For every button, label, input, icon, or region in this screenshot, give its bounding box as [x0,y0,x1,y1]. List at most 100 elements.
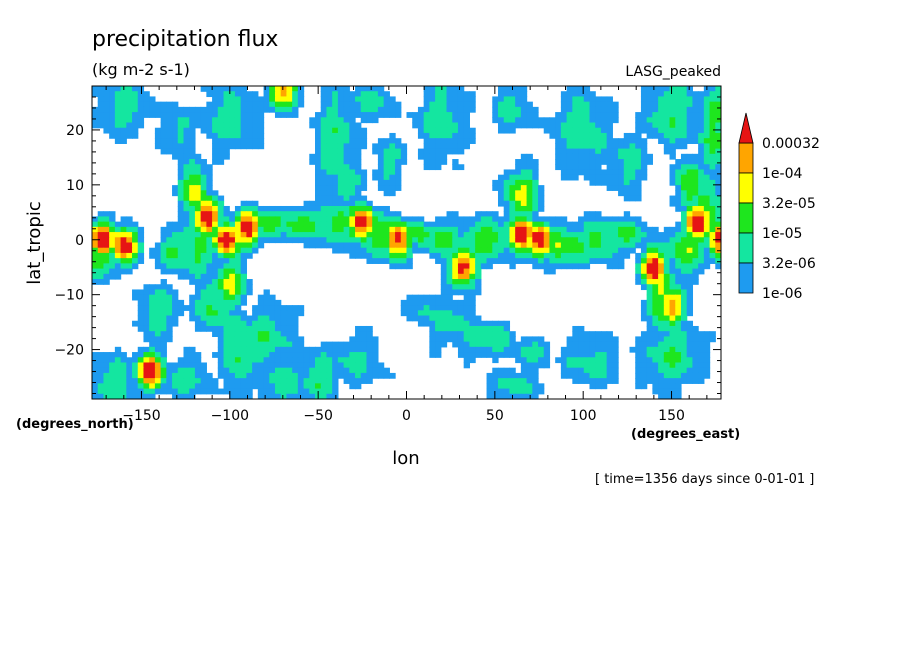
contour-cell [194,106,202,113]
contour-cell [143,352,150,358]
contour-cell [589,357,596,364]
contour-cell [366,247,373,254]
contour-cell [612,179,619,186]
dataset-label: LASG_peaked [625,64,721,80]
contour-cell [349,336,356,343]
contour-cell [189,153,196,160]
contour-cell [555,112,562,118]
contour-cell [366,378,373,384]
contour-cell [646,352,653,358]
contour-cell [383,112,390,118]
contour-cell [377,159,385,165]
contour-cell [326,205,333,212]
contour-cell [635,190,642,197]
contour-cell [583,117,591,124]
contour-cell [486,258,493,264]
contour-cell [183,211,190,218]
contour-cell [217,284,225,291]
contour-cell [246,352,253,358]
contour-cell [675,127,682,134]
contour-cell [189,127,196,134]
contour-cell [337,367,345,374]
contour-cell [457,91,465,98]
contour-cell [109,232,116,238]
contour-cell [200,86,207,92]
contour-cell [680,127,688,134]
contour-cell [572,252,579,259]
contour-cell [435,96,442,103]
contour-cell [132,247,139,254]
contour-cell [280,341,288,348]
contour-cell [286,388,293,395]
contour-cell [234,127,242,134]
contour-cell [618,226,625,233]
contour-cell [600,122,608,129]
contour-cell [177,205,185,212]
contour-cell [234,91,242,98]
contour-cell [97,352,105,358]
contour-cell [686,299,694,306]
contour-cell [309,122,316,129]
contour-cell [589,378,596,384]
contour-cell [360,336,368,343]
contour-cell [703,127,711,134]
contour-cell [229,388,236,395]
contour-cell [492,101,499,108]
contour-cell [303,211,310,218]
contour-cell [509,372,516,379]
contour-cell [189,164,196,171]
contour-cell [246,289,253,296]
contour-cell [703,232,711,238]
contour-cell [492,106,499,113]
contour-cell [635,341,642,348]
contour-cell [600,159,608,165]
contour-cell [549,232,556,238]
contour-cell [223,148,230,155]
contour-cell [692,279,699,285]
contour-cell [686,153,694,160]
contour-cell [640,346,648,353]
contour-cell [640,138,648,144]
contour-cell [160,247,167,254]
contour-cell [486,383,493,390]
contour-cell [377,232,385,238]
contour-cell [194,117,202,124]
contour-cell [223,279,230,285]
contour-cell [560,148,568,155]
contour-cell [212,132,219,139]
contour-cell [223,96,230,103]
contour-cell [320,86,328,92]
contour-cell [166,258,173,264]
contour-cell [137,346,145,353]
contour-cell [709,101,716,108]
contour-cell [640,279,648,285]
contour-cell [663,331,671,337]
contour-cell [234,252,242,259]
contour-cell [452,148,459,155]
contour-cell [212,273,219,280]
contour-cell [372,117,379,124]
contour-cell [286,96,293,103]
x-tick-label: −100 [211,408,249,424]
contour-cell [572,357,579,364]
contour-cell [578,237,585,244]
contour-cell [349,352,356,358]
contour-cell [640,221,648,228]
contour-cell [629,195,636,202]
contour-cell [252,315,259,322]
contour-cell [658,352,665,358]
contour-cell [509,169,516,176]
contour-cell [658,294,665,301]
contour-cell [503,325,511,332]
contour-cell [274,96,282,103]
contour-cell [686,122,694,129]
contour-cell [326,148,333,155]
contour-cell [149,310,156,317]
contour-cell [349,132,356,139]
contour-cell [543,242,551,249]
contour-cell [143,325,150,332]
contour-cell [612,357,619,364]
contour-cell [332,362,339,369]
contour-cell [429,127,436,134]
contour-cell [315,216,322,223]
